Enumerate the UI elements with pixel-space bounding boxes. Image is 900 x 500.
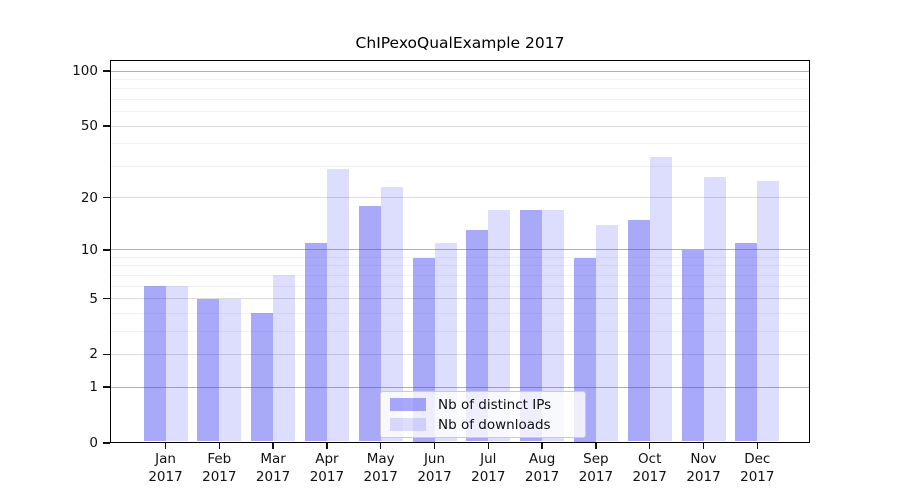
- gridline-light: [111, 197, 809, 199]
- gridline-minor: [111, 165, 809, 167]
- gridline-minor: [111, 79, 809, 81]
- x-tick-label: Feb 2017: [202, 451, 237, 485]
- y-tick-label: 20: [80, 189, 98, 206]
- y-axis-tick: [103, 386, 110, 388]
- x-tick-label: Dec 2017: [740, 451, 775, 485]
- y-axis-tick: [103, 353, 110, 356]
- bar-distinct-ips: [143, 286, 166, 442]
- legend-entry: Nb of downloads: [390, 416, 576, 433]
- gridline-minor: [111, 99, 809, 101]
- x-tick-label: Apr 2017: [309, 451, 345, 485]
- bar-distinct-ips: [735, 242, 758, 442]
- x-axis-tick: [272, 443, 274, 449]
- y-axis-tick: [103, 196, 110, 199]
- bar-downloads: [542, 210, 565, 442]
- x-axis-tick: [702, 443, 705, 449]
- gridline-dark: [111, 386, 809, 388]
- bar-downloads: [649, 156, 672, 442]
- legend-swatch-downloads: [390, 418, 426, 431]
- x-axis-tick: [595, 443, 597, 449]
- bar-downloads: [757, 180, 780, 442]
- x-axis-tick: [164, 443, 167, 449]
- bar-downloads: [219, 298, 242, 442]
- x-tick-label: Sep 2017: [578, 451, 614, 485]
- y-tick-label: 50: [80, 118, 98, 135]
- y-axis-tick: [103, 125, 110, 127]
- gridline-minor: [111, 265, 809, 267]
- gridline-minor: [111, 257, 809, 258]
- y-tick-label: 1: [89, 379, 98, 396]
- gridline-dark: [111, 70, 809, 72]
- x-tick-label: Aug 2017: [524, 451, 560, 485]
- gridline-light: [111, 298, 809, 300]
- gridline-minor: [111, 330, 809, 332]
- x-axis-tick: [756, 443, 759, 449]
- x-axis-tick: [433, 443, 436, 449]
- bar-distinct-ips: [466, 230, 489, 442]
- y-tick-label: 5: [89, 290, 98, 307]
- x-tick-label: Nov 2017: [686, 451, 721, 485]
- bar-distinct-ips: [627, 219, 650, 442]
- y-tick-label: 0: [89, 435, 98, 451]
- x-tick-label: Jan 2017: [148, 451, 183, 485]
- x-tick-label: May 2017: [363, 451, 398, 485]
- x-axis-tick: [326, 443, 328, 449]
- x-axis-tick: [218, 443, 221, 449]
- bar-downloads: [165, 286, 188, 442]
- bar-downloads: [273, 275, 296, 442]
- y-tick-label: 2: [89, 346, 98, 363]
- legend-swatch-distinct-ips: [390, 398, 426, 411]
- bar-distinct-ips: [197, 298, 220, 442]
- bar-distinct-ips: [304, 242, 327, 442]
- bar-distinct-ips: [520, 210, 543, 442]
- y-tick-label: 100: [72, 63, 98, 80]
- y-axis-tick: [103, 442, 110, 444]
- x-axis-tick: [648, 443, 651, 449]
- legend-entry: Nb of distinct IPs: [390, 396, 576, 413]
- bar-distinct-ips: [358, 205, 381, 442]
- bar-downloads: [595, 224, 618, 442]
- y-tick-label: 10: [80, 241, 98, 258]
- legend-label: Nb of downloads: [438, 416, 551, 433]
- legend-label: Nb of distinct IPs: [438, 396, 552, 413]
- bar-downloads: [326, 168, 349, 442]
- gridline-minor: [111, 285, 809, 287]
- x-tick-label: Jul 2017: [471, 451, 506, 485]
- x-axis-tick: [379, 443, 382, 449]
- legend: Nb of distinct IPs Nb of downloads: [380, 391, 586, 438]
- x-axis-tick: [487, 443, 490, 449]
- gridline-minor: [111, 111, 809, 113]
- bar-downloads: [380, 186, 403, 442]
- y-axis-tick: [103, 70, 110, 72]
- gridline-dark: [111, 249, 809, 251]
- gridline-minor: [111, 143, 809, 145]
- x-axis-tick: [541, 443, 543, 449]
- y-axis-tick: [103, 297, 110, 300]
- gridline-minor: [111, 88, 809, 90]
- chart-title: ChIPexoQualExample 2017: [355, 34, 565, 52]
- bar-distinct-ips: [681, 249, 704, 442]
- x-tick-label: Oct 2017: [632, 451, 667, 485]
- x-tick-label: Jun 2017: [417, 451, 452, 485]
- x-tick-label: Mar 2017: [255, 451, 291, 485]
- gridline-minor: [111, 312, 809, 314]
- bar-distinct-ips: [251, 313, 274, 442]
- bar-downloads: [488, 210, 511, 442]
- y-axis-tick: [103, 249, 110, 251]
- bar-downloads: [703, 177, 726, 442]
- gridline-light: [111, 125, 809, 127]
- gridline-light: [111, 353, 809, 355]
- gridline-minor: [111, 274, 809, 276]
